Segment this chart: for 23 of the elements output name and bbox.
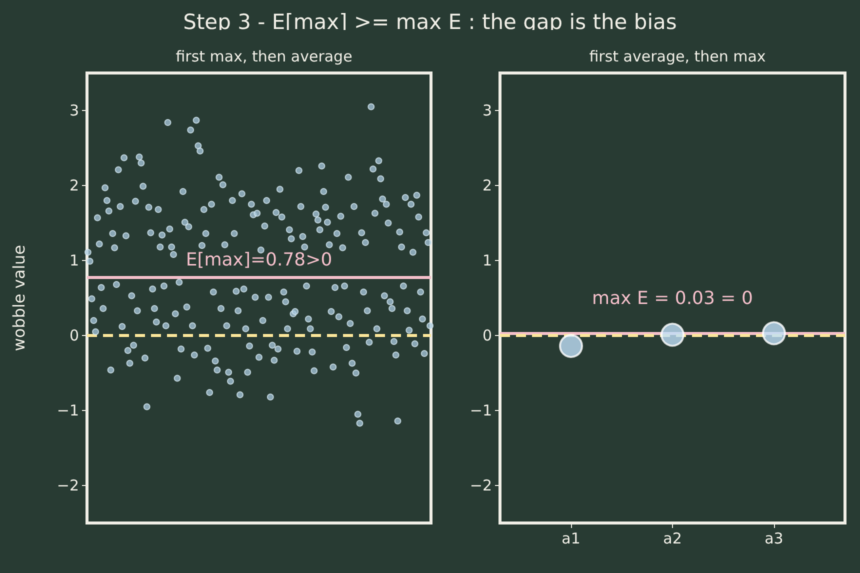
- x-tick-label: a3: [764, 530, 784, 548]
- y-tick-label: 2: [69, 176, 79, 194]
- y-tick-label: 1: [482, 252, 492, 270]
- point: [762, 321, 786, 346]
- point: [559, 334, 584, 358]
- y-tick-label: 0: [69, 326, 79, 344]
- y-tick-label: 2: [482, 176, 492, 194]
- y-tick-label: −2: [470, 476, 492, 494]
- annotation: max E = 0.03 = 0: [592, 288, 753, 309]
- y-tick-label: −2: [56, 476, 79, 494]
- x-tick-label: a2: [663, 530, 682, 548]
- x-tick-label: a1: [562, 530, 580, 548]
- y-tick-label: −1: [56, 402, 79, 420]
- y-axis-title: wobble value: [10, 244, 28, 352]
- annotation: E[max]=0.78>0: [186, 250, 332, 270]
- chart-subtitle: first max, then average: [176, 48, 352, 66]
- y-tick-label: −1: [470, 402, 492, 420]
- y-tick-label: 3: [482, 102, 492, 120]
- y-tick-label: 1: [69, 252, 79, 270]
- y-tick-label: 0: [482, 326, 492, 344]
- y-tick-label: 3: [69, 102, 79, 120]
- chart-subtitle: first average, then max: [589, 48, 766, 66]
- point: [660, 322, 684, 347]
